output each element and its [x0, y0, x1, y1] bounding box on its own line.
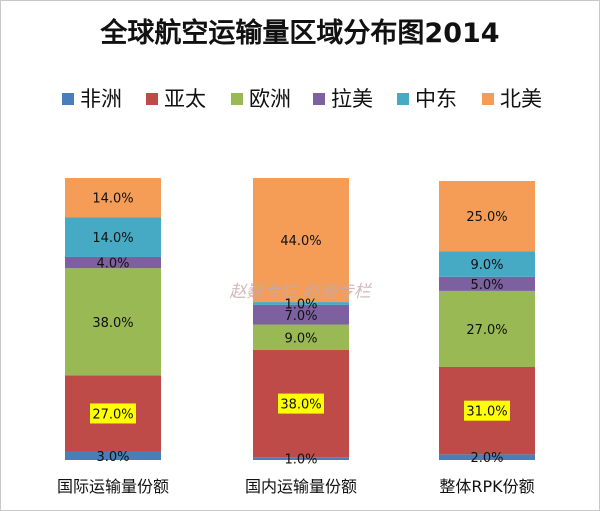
segment-label-1-0: 1.0%: [284, 453, 317, 468]
segment-label-2-3: 5.0%: [470, 278, 503, 293]
bar-segment-1-4: [253, 302, 349, 305]
segment-label-1-3: 7.0%: [284, 309, 317, 324]
legend-label-0: 非洲: [80, 87, 122, 111]
bar-segment-1-5: [253, 178, 349, 303]
legend-label-5: 北美: [500, 87, 542, 111]
segment-label-0-4: 14.0%: [92, 231, 133, 246]
segment-label-1-1: 38.0%: [280, 398, 321, 413]
segment-label-1-5: 44.0%: [280, 234, 321, 249]
category-label-1: 国内运输量份额: [245, 477, 357, 496]
legend-swatch-0: [62, 93, 74, 105]
segment-label-0-0: 3.0%: [96, 450, 129, 465]
legend-label-2: 欧洲: [249, 87, 291, 111]
segment-label-0-2: 38.0%: [92, 316, 133, 331]
segment-label-2-1: 31.0%: [466, 405, 507, 420]
segment-label-1-4: 1.0%: [284, 297, 317, 312]
segment-label-0-5: 14.0%: [92, 192, 133, 207]
legend-label-4: 中东: [415, 87, 457, 111]
bar-segment-1-3: [253, 304, 349, 325]
bar-segment-2-3: [439, 276, 535, 291]
bar-segment-1-2: [253, 324, 349, 351]
segment-label-0-3: 4.0%: [96, 257, 129, 272]
bar-segment-2-5: [439, 181, 535, 252]
segment-label-2-0: 2.0%: [470, 451, 503, 466]
chart-title: 全球航空运输量区域分布图2014: [99, 17, 499, 49]
highlight-box-1: [278, 393, 324, 414]
bar-segment-1-0: [253, 457, 349, 460]
bar-segment-2-4: [439, 251, 535, 277]
bars: [65, 178, 535, 460]
category-label-0: 国际运输量份额: [57, 477, 169, 496]
legend-swatch-5: [482, 93, 494, 105]
category-label-2: 整体RPK份额: [439, 477, 534, 496]
legend: 非洲 亚太 欧洲 拉美 中东 北美: [62, 87, 542, 111]
highlight-box-0: [90, 403, 136, 424]
segment-label-0-1: 27.0%: [92, 407, 133, 422]
segment-labels: 3.0% 27.0% 38.0% 4.0% 14.0% 14.0% 1.0% 38.0% 9.0…: [90, 192, 510, 468]
legend-label-1: 亚太: [164, 87, 206, 111]
legend-swatch-2: [231, 93, 243, 105]
bar-segment-2-0: [439, 454, 535, 460]
bar-segment-0-2: [65, 268, 161, 376]
category-labels: 国际运输量份额 国内运输量份额 整体RPK份额: [57, 477, 535, 496]
segment-label-1-2: 9.0%: [284, 331, 317, 346]
watermark: 赵巍专栏 赵巍专栏: [229, 282, 372, 302]
bar-segment-0-3: [65, 256, 161, 269]
bar-segment-0-0: [65, 451, 161, 460]
legend-label-3: 拉美: [331, 87, 373, 111]
highlight-box-2: [464, 400, 510, 421]
segment-label-2-5: 25.0%: [466, 210, 507, 225]
bar-segment-2-2: [439, 290, 535, 367]
bar-segment-0-5: [65, 178, 161, 218]
legend-swatch-4: [397, 93, 409, 105]
segment-label-2-2: 27.0%: [466, 323, 507, 338]
legend-swatch-1: [146, 93, 158, 105]
legend-swatch-3: [313, 93, 325, 105]
segment-label-2-4: 9.0%: [470, 258, 503, 273]
bar-segment-0-4: [65, 217, 161, 257]
